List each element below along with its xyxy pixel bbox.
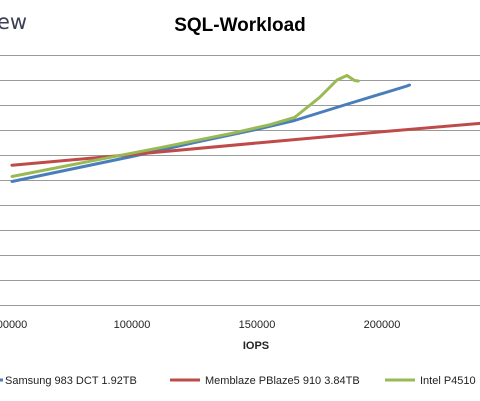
x-axis-label: IOPS — [243, 340, 269, 352]
series-line-2 — [10, 121, 480, 167]
x-axis-ticks: 00000 100000 150000 200000 — [0, 319, 400, 331]
legend: Samsung 983 DCT 1.92TB Memblaze PBlaze5 9… — [0, 375, 476, 387]
x-tick-label: 00000 — [0, 319, 27, 331]
brand-logo-text: ew — [0, 10, 27, 34]
gridlines — [0, 55, 480, 306]
plot-area — [10, 74, 480, 183]
legend-label-1: Samsung 983 DCT 1.92TB — [5, 375, 137, 387]
x-tick-label: 200000 — [364, 319, 401, 331]
legend-label-3: Intel P4510 — [420, 375, 476, 387]
series-line-1 — [10, 83, 411, 183]
x-tick-label: 100000 — [114, 319, 151, 331]
legend-label-2: Memblaze PBlaze5 910 3.84TB — [205, 375, 360, 387]
series-line-3 — [10, 74, 360, 178]
chart-title: SQL-Workload — [174, 15, 306, 36]
x-tick-label: 150000 — [239, 319, 276, 331]
